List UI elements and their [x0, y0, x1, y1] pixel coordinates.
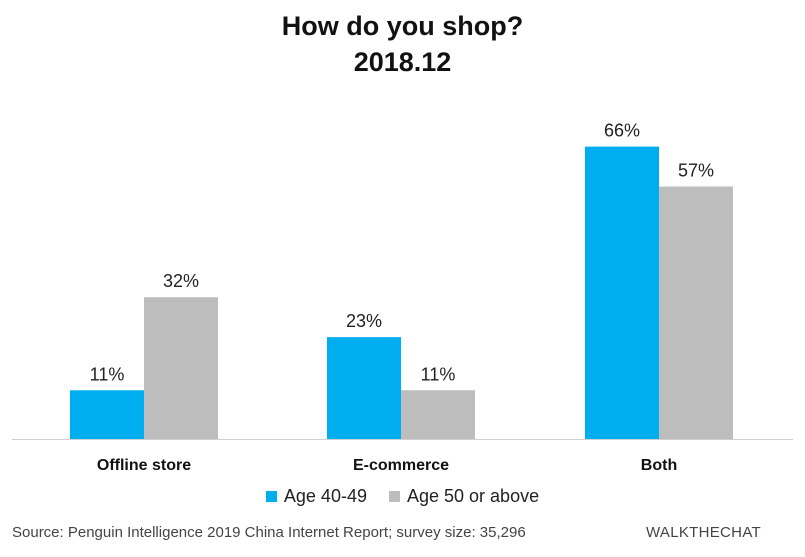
legend-label-age-40-49: Age 40-49 [283, 486, 367, 506]
legend-item-age-40-49: Age 40-49 [265, 486, 367, 507]
legend: Age 40-49 Age 50 or above [0, 486, 805, 507]
category-label-offline-store: Offline store [97, 457, 191, 474]
chart-subtitle: 2018.12 [353, 47, 452, 77]
bar-both-age-40-49 [585, 146, 659, 439]
bar-offline-store-age-40-49 [70, 390, 144, 439]
data-label-offline-store-age-40-49: 11% [90, 364, 125, 384]
legend-label-age-50-above: Age 50 or above [406, 486, 540, 506]
data-label-both-age-40-49: 66% [604, 121, 640, 141]
bar-e-commerce-age-40-49 [327, 337, 401, 439]
category-label-e-commerce: E-commerce [353, 457, 449, 474]
data-label-e-commerce-age-40-49: 23% [346, 311, 382, 331]
legend-swatch-age-40-49 [265, 491, 277, 502]
source-note: Source: Penguin Intelligence 2019 China … [12, 524, 526, 541]
legend-swatch-age-50-above [388, 491, 400, 502]
bar-both-age-50-or-above [659, 186, 733, 439]
data-label-offline-store-age-50-or-above: 32% [163, 271, 199, 291]
data-label-e-commerce-age-50-or-above: 11% [421, 364, 456, 384]
legend-item-age-50-above: Age 50 or above [388, 486, 540, 507]
data-label-both-age-50-or-above: 57% [678, 160, 714, 180]
category-label-both: Both [641, 457, 677, 474]
bar-e-commerce-age-50-or-above [401, 390, 475, 439]
chart-title: How do you shop? [281, 11, 524, 41]
bar-offline-store-age-50-or-above [144, 297, 218, 439]
brand-text: WALKTHECHAT [646, 524, 761, 541]
